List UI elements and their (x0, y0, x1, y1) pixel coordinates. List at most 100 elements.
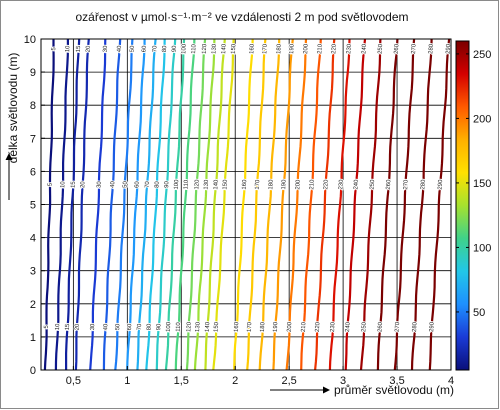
contour-level-label: 170 (262, 43, 269, 54)
contour-level-label: 80 (146, 323, 152, 331)
contour-level-label: 230 (346, 43, 353, 54)
contour-line (285, 38, 308, 371)
contour-level-label: 270 (411, 43, 418, 54)
contour-level-label: 80 (162, 45, 168, 53)
y-tick-label: 2 (30, 299, 36, 311)
contour-line (164, 38, 186, 371)
colorbar-scale (455, 40, 470, 371)
x-axis-arrowhead-icon (323, 386, 330, 394)
y-tick-label: 6 (30, 166, 36, 178)
contour-level-label: 130 (204, 179, 211, 190)
contour-level-label: 70 (145, 180, 151, 188)
colorbar-tick-label: 250 (473, 49, 491, 61)
y-axis-ticks: 0 1 2 3 4 5 6 7 8 9 10 (24, 34, 45, 377)
contour-line (212, 38, 235, 371)
contour-level-label: 110 (183, 179, 190, 190)
contour-level-label: 150 (231, 43, 238, 54)
contour-level-label: 70 (137, 323, 143, 331)
contour-level-label: 80 (154, 180, 160, 188)
contour-level-label: 100 (181, 43, 188, 54)
colorbar-tick-label: 100 (473, 242, 491, 254)
contour-level-label: 250 (361, 321, 368, 332)
x-tick-label: 1,5 (174, 375, 189, 387)
y-tick-label: 3 (30, 266, 36, 278)
y-tick-label: 5 (30, 200, 36, 212)
contour-level-label: 100 (174, 179, 181, 190)
contour-level-label: 100 (166, 321, 173, 332)
y-tick-label: 4 (30, 233, 36, 245)
contour-level-label: 210 (301, 321, 308, 332)
contour-level-label: 5 (44, 325, 50, 329)
x-axis-title: průměr světlovodu (m) (270, 383, 454, 397)
contour-level-label: 240 (361, 43, 368, 54)
contour-level-label: 120 (194, 179, 201, 190)
x-axis-label: průměr světlovodu (m) (334, 383, 454, 397)
contour-level-label: 90 (156, 323, 162, 331)
contour-level-label: 160 (242, 179, 249, 190)
contour-line (174, 38, 196, 371)
contour-line (359, 38, 382, 371)
y-tick-label: 1 (30, 332, 36, 344)
contour-labels: 5551010101515152020203030304040405050506… (43, 42, 453, 333)
contour-level-label: 50 (123, 180, 129, 188)
colorbar-tick-label: 50 (473, 307, 485, 319)
contour-level-label: 290 (446, 43, 453, 54)
y-axis-arrow-group (5, 153, 13, 200)
contour-level-label: 110 (176, 321, 183, 332)
x-axis-ticks: 0,5 1 1,5 2 2,5 3 3,5 4 (66, 366, 454, 387)
contour-level-label: 10 (65, 45, 71, 53)
y-axis-label: délka světlovodu (m) (6, 53, 20, 164)
contour-line (193, 38, 216, 371)
contour-level-label: 210 (309, 179, 316, 190)
contour-level-label: 260 (386, 179, 393, 190)
contour-line (300, 38, 322, 371)
contour-level-label: 150 (214, 321, 221, 332)
contour-line (314, 38, 336, 371)
contour-level-label: 5 (48, 182, 54, 186)
contour-line (136, 38, 157, 371)
contour-level-label: 60 (142, 45, 148, 53)
contour-level-label: 220 (331, 43, 338, 54)
contour-line (246, 38, 267, 371)
contour-level-label: 220 (323, 179, 330, 190)
contour-level-label: 170 (255, 179, 262, 190)
contour-level-label: 240 (353, 179, 360, 190)
contour-line (272, 38, 294, 371)
contour-level-label: 110 (191, 43, 198, 54)
contour-level-label: 50 (115, 323, 121, 331)
contour-line (204, 38, 226, 371)
contour-line (74, 38, 90, 371)
contour-level-label: 250 (378, 43, 385, 54)
contour-level-label: 40 (103, 323, 109, 331)
y-tick-label: 7 (30, 133, 36, 145)
colorbar-ticks: 50 100 150 200 250 (456, 49, 491, 319)
contour-level-label: 200 (303, 43, 310, 54)
contour-level-label: 260 (377, 321, 384, 332)
colorbar-tick-label: 150 (473, 178, 491, 190)
contour-level-label: 15 (71, 181, 77, 189)
y-tick-label: 9 (30, 67, 36, 79)
x-tick-label: 0,5 (66, 375, 81, 387)
contour-level-label: 190 (281, 179, 288, 190)
contour-level-label: 20 (80, 181, 86, 189)
contour-line (233, 38, 254, 371)
contour-line (344, 38, 367, 371)
contour-level-label: 130 (195, 321, 202, 332)
contour-line (114, 38, 134, 371)
y-axis-title: délka světlovodu (m) (6, 53, 20, 164)
contour-level-label: 10 (60, 181, 66, 189)
contour-level-label: 270 (403, 179, 410, 190)
contour-level-label: 180 (260, 321, 267, 332)
contour-level-label: 200 (287, 321, 294, 332)
contour-level-label: 40 (110, 180, 116, 188)
contour-level-label: 15 (65, 323, 71, 331)
plot-area: 5551010101515152020203030304040405050506… (40, 38, 453, 371)
contour-line (64, 38, 81, 370)
contour-level-label: 150 (222, 179, 229, 190)
contour-line (410, 38, 433, 371)
x-tick-label: 4 (448, 375, 454, 387)
contour-level-label: 140 (213, 179, 220, 190)
contour-line (54, 39, 70, 371)
contour-level-label: 10 (55, 323, 61, 331)
